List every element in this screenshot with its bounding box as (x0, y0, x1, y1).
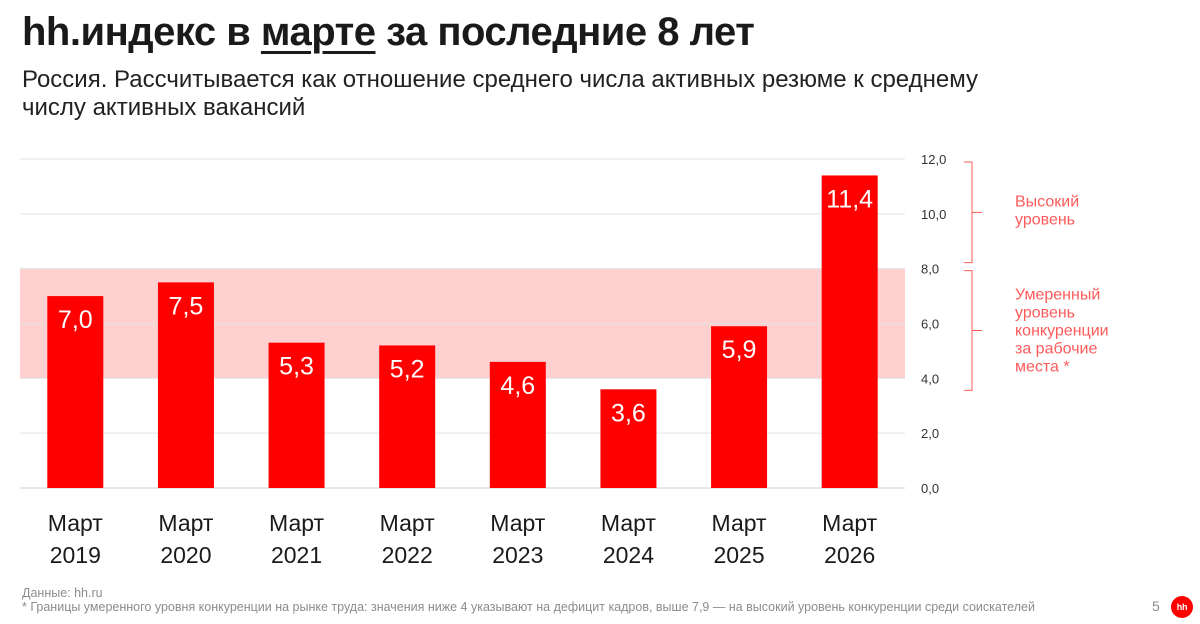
annotation-label: конкуренции (1015, 323, 1109, 340)
y-tick-label: 0,0 (921, 481, 939, 496)
bar (47, 296, 104, 488)
x-tick-label: 2024 (603, 542, 654, 568)
title-part-2: за последние 8 лет (375, 10, 755, 54)
annotation-label: места * (1015, 359, 1070, 376)
annotation-label: уровень (1015, 211, 1075, 228)
bar (821, 175, 878, 488)
annotation-bracket (964, 270, 982, 391)
x-tick-label: Март (48, 510, 103, 536)
page-subtitle: Россия. Рассчитывается как отношение сре… (22, 66, 978, 121)
y-tick-label: 12,0 (921, 152, 946, 167)
x-tick-label: 2026 (824, 542, 875, 568)
bar (489, 361, 546, 488)
data-label: 5,2 (390, 355, 425, 383)
x-tick-label: 2019 (50, 542, 101, 568)
page-number: 5 (1152, 598, 1160, 614)
x-tick-label: 2022 (382, 542, 433, 568)
x-tick-label: Март (601, 510, 656, 536)
x-tick-label: 2025 (713, 542, 764, 568)
footnote: * Границы умеренного уровня конкуренции … (22, 600, 1035, 614)
bar (157, 282, 214, 488)
annotation-label: Высокий (1015, 193, 1079, 210)
data-label: 5,3 (279, 353, 314, 381)
x-tick-label: Март (380, 510, 435, 536)
title-part-1: hh.индекс в (22, 10, 261, 54)
y-tick-label: 2,0 (921, 426, 939, 441)
x-tick-label: Март (712, 510, 767, 536)
annotation-label: за рабочие (1015, 341, 1097, 358)
x-tick-label: Март (822, 510, 877, 536)
x-tick-label: Март (490, 510, 545, 536)
source-note: Данные: hh.ru (22, 586, 103, 600)
page-title: hh.индекс в марте за последние 8 лет (22, 8, 755, 56)
y-tick-label: 4,0 (921, 371, 939, 386)
y-tick-label: 8,0 (921, 262, 939, 277)
x-tick-label: 2020 (160, 542, 211, 568)
annotation-bracket (964, 161, 982, 264)
data-label: 11,4 (826, 185, 873, 213)
data-label: 5,9 (722, 336, 757, 364)
bar (379, 345, 436, 488)
x-tick-label: 2021 (271, 542, 322, 568)
title-highlight: марте (260, 10, 376, 54)
data-label: 4,6 (500, 372, 535, 400)
data-label: 7,0 (58, 306, 93, 334)
x-tick-label: Март (269, 510, 324, 536)
annotation-label: Умеренный (1015, 287, 1100, 304)
y-tick-label: 10,0 (921, 207, 946, 222)
x-tick-label: Март (158, 510, 213, 536)
bar (711, 326, 768, 488)
annotation-label: уровень (1015, 305, 1075, 322)
bar (268, 342, 325, 488)
y-tick-label: 6,0 (921, 317, 939, 332)
x-tick-label: 2023 (492, 542, 543, 568)
bar (600, 389, 657, 488)
data-label: 3,6 (611, 399, 646, 427)
data-label: 7,5 (169, 292, 204, 320)
hh-logo: hh (1171, 596, 1193, 618)
